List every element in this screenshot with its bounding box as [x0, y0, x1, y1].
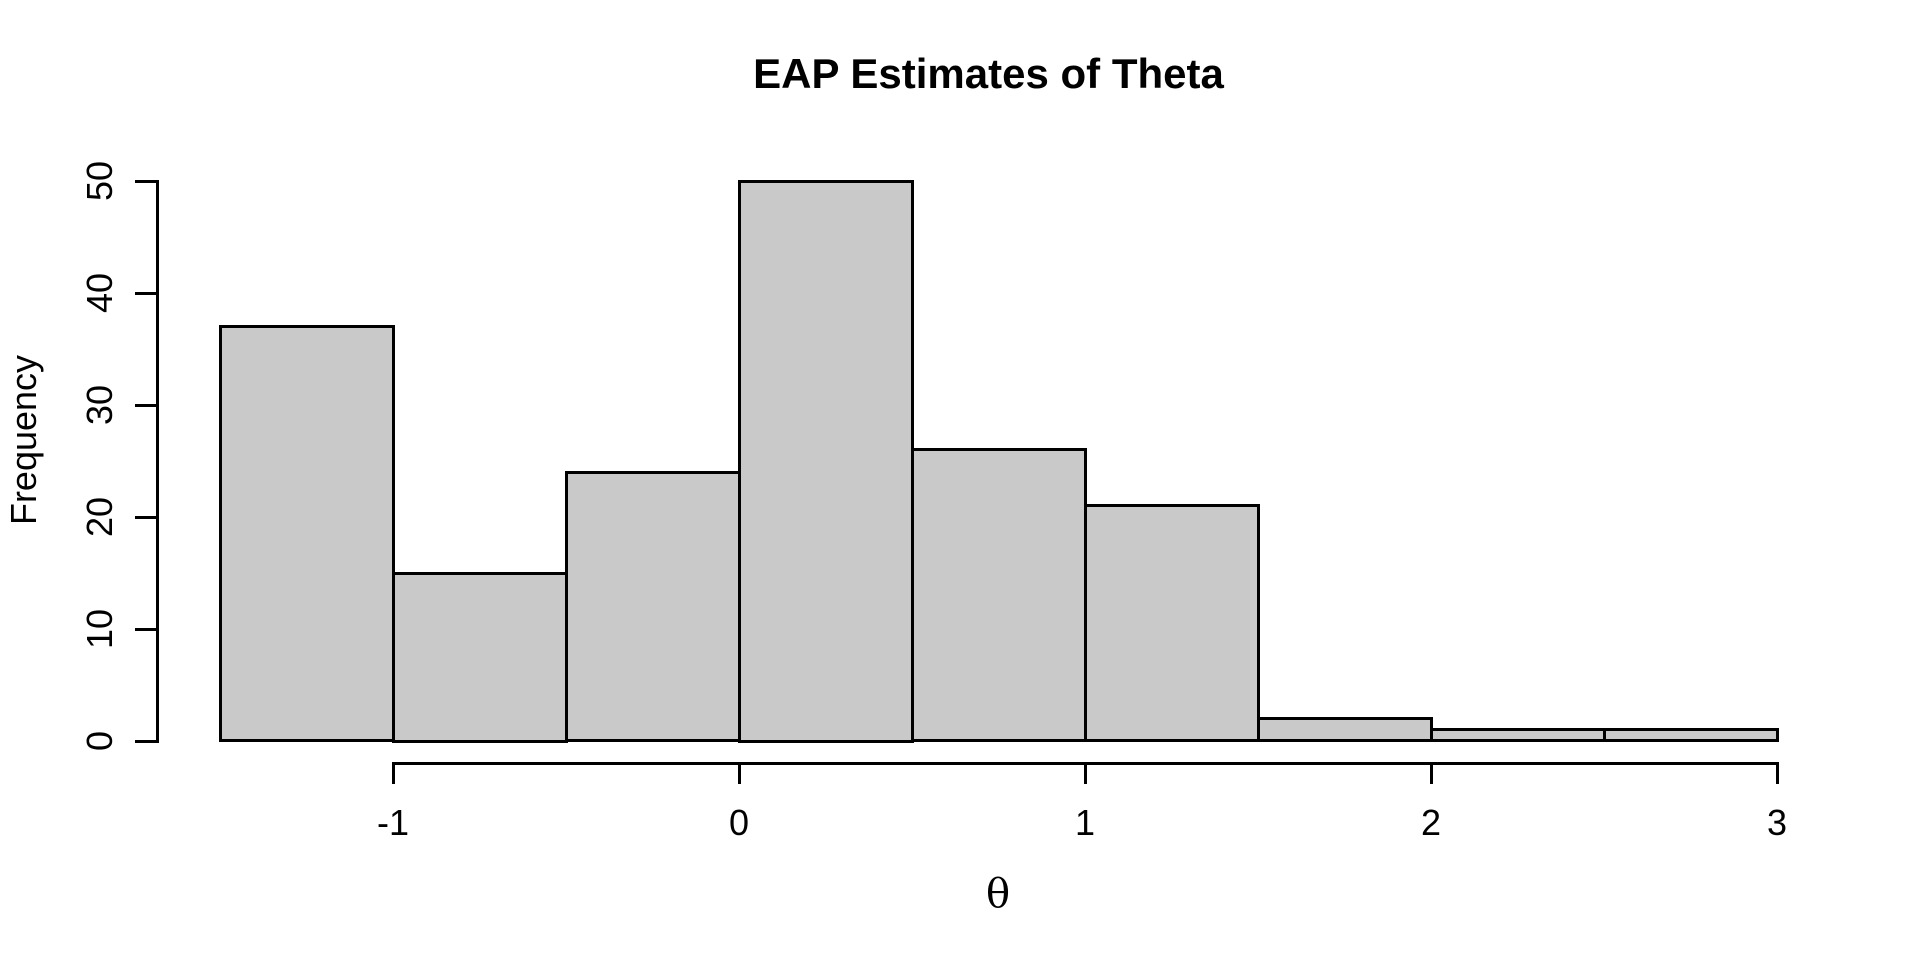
y-axis-line	[155, 179, 159, 743]
histogram-bar	[391, 571, 568, 743]
histogram-bar	[1429, 728, 1606, 743]
x-axis-label: θ	[985, 871, 1011, 917]
x-tick-mark	[1429, 761, 1433, 784]
y-tick-mark	[135, 403, 157, 407]
x-tick-label: 0	[728, 802, 750, 843]
y-tick-label: 10	[79, 608, 120, 650]
histogram-bar	[1083, 504, 1260, 743]
histogram-bar	[737, 179, 914, 743]
y-tick-mark	[135, 515, 157, 519]
y-tick-label: 0	[79, 730, 120, 752]
y-tick-label: 50	[79, 160, 120, 202]
y-tick-mark	[135, 739, 157, 743]
x-tick-mark	[1083, 761, 1087, 784]
x-tick-mark	[1775, 761, 1779, 784]
x-tick-label: -1	[376, 802, 409, 843]
histogram-bar	[1256, 717, 1433, 743]
histogram-bar	[910, 448, 1087, 743]
x-tick-mark	[737, 761, 741, 784]
histogram-bar	[564, 470, 741, 743]
chart-title: EAP Estimates of Theta	[753, 50, 1224, 97]
x-tick-mark	[391, 761, 395, 784]
y-tick-label: 40	[79, 272, 120, 314]
y-tick-label: 30	[79, 384, 120, 426]
y-tick-mark	[135, 179, 157, 183]
y-axis-label: Frequency	[3, 354, 44, 526]
x-tick-label: 3	[1766, 802, 1788, 843]
y-tick-label: 20	[79, 496, 120, 538]
y-tick-mark	[135, 291, 157, 295]
histogram-bar	[218, 325, 395, 743]
y-tick-mark	[135, 627, 157, 631]
histogram-bar	[1602, 728, 1779, 743]
x-tick-label: 2	[1420, 802, 1442, 843]
x-tick-label: 1	[1074, 802, 1096, 843]
